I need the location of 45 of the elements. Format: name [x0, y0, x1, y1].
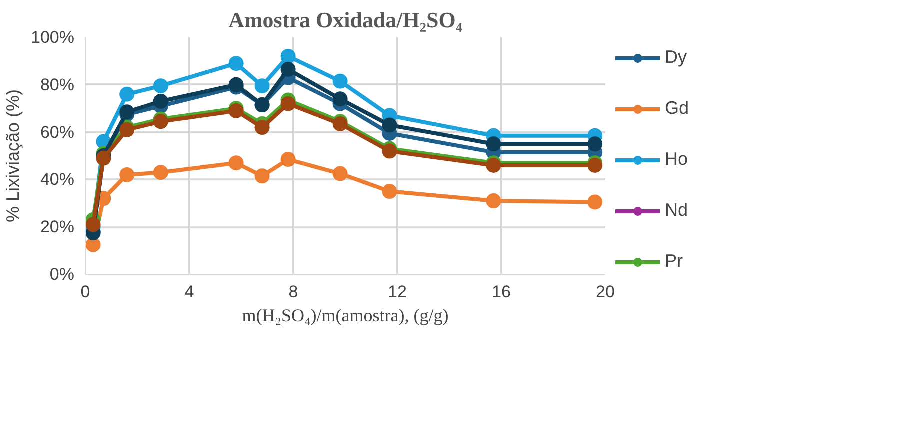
- point: [120, 167, 135, 182]
- point: [588, 194, 603, 210]
- y-tick-label: 20%: [40, 218, 75, 237]
- point: [254, 120, 270, 136]
- point: [588, 136, 603, 152]
- x-axis-title: m(H₂SO₄)/m(amostra), (g/g): [242, 306, 449, 326]
- point: [280, 48, 296, 64]
- x-tick-label: 20: [596, 282, 615, 302]
- point: [254, 168, 270, 184]
- point: [153, 94, 168, 109]
- y-tick-label: 0%: [50, 265, 75, 284]
- y-tick-label: 60%: [40, 122, 75, 142]
- point: [332, 166, 348, 182]
- legend-label: Pr: [665, 251, 684, 272]
- point: [332, 92, 348, 107]
- y-tick-label: 80%: [40, 75, 75, 94]
- point: [153, 78, 168, 94]
- point: [486, 194, 502, 209]
- y-tick-label: 100%: [31, 28, 75, 47]
- point: [332, 74, 348, 89]
- y-axis-title: % Lixiviação (%): [3, 89, 24, 223]
- point: [280, 96, 296, 112]
- point: [280, 62, 296, 77]
- point: [382, 184, 398, 200]
- chart-title: Amostra Oxidada/H₂SO₄: [228, 8, 463, 32]
- point: [382, 118, 398, 133]
- point: [86, 217, 101, 232]
- point: [120, 104, 135, 120]
- point: [120, 86, 135, 102]
- point: [280, 152, 296, 168]
- point: [254, 78, 270, 94]
- y-tick-label: 40%: [40, 170, 75, 190]
- legend-label: Nd: [665, 200, 690, 221]
- legend-label: Gd: [665, 98, 690, 119]
- x-tick-label: 8: [288, 282, 298, 302]
- point: [153, 165, 168, 180]
- x-tick-label: 16: [492, 282, 511, 302]
- point: [228, 156, 244, 171]
- legend-label: Ho: [665, 149, 690, 170]
- legend-label: Dy: [665, 47, 688, 68]
- x-tick-label: 4: [184, 282, 194, 302]
- x-tick-label: 0: [80, 282, 90, 302]
- point: [486, 136, 502, 152]
- point: [228, 56, 244, 72]
- x-tick-label: 12: [388, 282, 407, 302]
